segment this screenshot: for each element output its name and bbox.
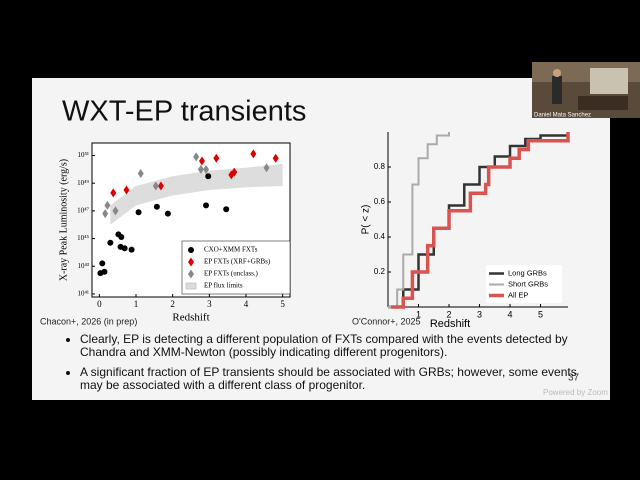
x-axis-label: Redshift	[430, 318, 470, 330]
x-tick-label: 0	[97, 299, 102, 309]
speaker-video: Daniel Mata Sanchez	[532, 62, 640, 119]
point	[197, 164, 204, 174]
x-tick-label: 1	[416, 309, 421, 319]
x-tick-label: 5	[538, 309, 543, 319]
point	[152, 181, 159, 191]
point	[231, 167, 238, 177]
y-tick-label: 10⁴⁷	[77, 206, 89, 214]
legend-label: Short GRBs	[508, 279, 548, 288]
x-tick-label: 3	[477, 309, 482, 319]
point	[97, 270, 104, 277]
point	[121, 245, 128, 252]
legend-box	[181, 240, 291, 295]
x-tick-label: 3	[207, 299, 212, 309]
point	[112, 206, 119, 216]
y-tick-label: 0.6	[374, 197, 386, 206]
zoom-watermark: Powered by Zoom	[543, 388, 608, 397]
y-tick-label: 0.2	[374, 267, 386, 276]
point	[263, 163, 270, 173]
bullet: Clearly, EP is detecting a different pop…	[80, 333, 600, 359]
point	[205, 173, 212, 180]
x-tick-label: 4	[244, 299, 249, 309]
bullet-list: Clearly, EP is detecting a different pop…	[66, 333, 600, 399]
x-tick-label: 1	[134, 299, 139, 309]
legend-label: All EP	[508, 290, 528, 299]
caption: Chacon+, 2026 (in prep)	[40, 316, 137, 326]
legend-label: CXO+XMM FXTs	[204, 246, 258, 254]
bullet: A significant fraction of EP transients …	[80, 366, 600, 392]
y-tick-label: 10⁴¹	[77, 290, 89, 298]
legend-swatch	[185, 282, 197, 290]
point	[164, 210, 171, 217]
point	[250, 149, 257, 159]
x-tick-label: 5	[280, 299, 285, 309]
point	[188, 257, 194, 267]
y-tick-label: 10⁴³	[77, 262, 89, 270]
point	[188, 247, 194, 253]
x-axis-label: Redshift	[172, 312, 209, 324]
point	[128, 246, 135, 253]
point	[123, 185, 130, 195]
flux-limit-band	[110, 163, 283, 225]
y-tick-label: 10⁴⁵	[77, 234, 89, 242]
point	[213, 153, 220, 163]
point	[153, 203, 160, 210]
x-tick-label: 4	[508, 309, 513, 319]
legend-label: EP flux limits	[204, 282, 243, 290]
y-axis-label: X-ray Peak Luminosity (erg/s)	[58, 159, 69, 281]
point	[272, 153, 279, 163]
chart: 0 1 2 3 4 5 10⁴¹ 10⁴³ 10⁴⁵ 10⁴⁷ 10⁴⁹ 10⁵¹ Redshift X-…	[58, 142, 291, 324]
legend-label: Long GRBs	[508, 268, 547, 277]
point	[199, 156, 205, 166]
point	[188, 269, 194, 279]
point	[157, 181, 164, 191]
point	[223, 206, 230, 213]
caption: O'Connor+, 2025	[352, 316, 421, 326]
point	[99, 260, 106, 267]
legend-label: EP FXTs (XRF+GRBs)	[204, 258, 271, 266]
point	[118, 233, 125, 240]
slide-title: WXT-EP transients	[62, 96, 306, 128]
point	[110, 188, 117, 198]
point	[107, 239, 114, 246]
y-tick-label: 10⁴⁹	[77, 179, 89, 187]
y-tick-label: 10⁵¹	[77, 151, 89, 159]
cdf-line	[388, 132, 451, 308]
legend-label: EP FXTs (unclass.)	[204, 270, 259, 278]
y-tick-label: 0.8	[374, 162, 386, 171]
y-axis-label: P( < z)	[361, 205, 372, 235]
x-tick-label: 2	[170, 299, 175, 309]
chart: 1 2 3 4 5 0.2 0.4 0.6 0.8 Redshift P( < z) Long GRB…	[361, 132, 570, 330]
point	[102, 209, 109, 219]
speaker-name: Daniel Mata Sanchez	[534, 113, 591, 119]
y-tick-label: 0.4	[374, 232, 386, 241]
point	[203, 164, 210, 174]
point	[203, 202, 210, 209]
point	[193, 152, 200, 162]
cdf-line	[391, 132, 570, 309]
point	[135, 209, 142, 216]
x-tick-label: 2	[447, 309, 452, 319]
page-number: 37	[568, 373, 580, 384]
point	[137, 169, 144, 179]
point	[104, 200, 111, 210]
